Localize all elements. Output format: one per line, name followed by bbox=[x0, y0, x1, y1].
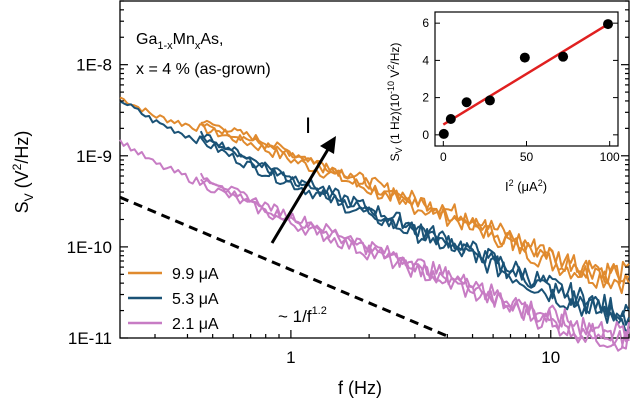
main-ticks-group: 1 10 1E-11 1E-10 1E-9 1E-8 bbox=[67, 0, 630, 367]
inset-x-axis-label: I2 (μA2) bbox=[505, 178, 547, 194]
inset-data-point bbox=[558, 51, 569, 62]
y-tick-label: 1E-9 bbox=[76, 147, 112, 166]
y-tick-label: 1E-8 bbox=[76, 56, 112, 75]
y-tick-label: 1E-11 bbox=[68, 329, 112, 348]
x-axis-label: f (Hz) bbox=[338, 378, 382, 398]
material-label: Ga1-xMnxAs, bbox=[136, 31, 223, 52]
inset-data-point bbox=[603, 19, 614, 30]
current-arrow bbox=[270, 145, 332, 244]
inset-content-group: 0 50 100 0 2 4 6 bbox=[422, 16, 620, 164]
legend: 9.9 μA 5.3 μA 2.1 μA bbox=[128, 266, 219, 333]
slope-label: ~ 1/f1.2 bbox=[278, 305, 327, 326]
legend-label-2-1: 2.1 μA bbox=[172, 316, 219, 333]
inset-data-point bbox=[445, 114, 456, 125]
legend-label-9-9: 9.9 μA bbox=[172, 266, 219, 283]
inset-y-axis-label: SV (1 Hz)(10-10 V2/Hz) bbox=[386, 43, 404, 162]
inset-y-tick-label: 4 bbox=[422, 53, 429, 67]
series-trace-2-1 bbox=[200, 178, 630, 350]
y-tick-label: 1E-10 bbox=[67, 238, 112, 257]
inset-fit-line bbox=[442, 22, 611, 126]
legend-label-5-3: 5.3 μA bbox=[172, 291, 219, 308]
inset-y-tick-label: 6 bbox=[422, 16, 429, 30]
series-trace-1-1 bbox=[200, 135, 630, 322]
inset-y-tick-label: 2 bbox=[422, 91, 429, 105]
inset-data-point bbox=[519, 52, 530, 63]
inset-data-point bbox=[438, 128, 449, 139]
series-trace-1-2 bbox=[199, 130, 630, 326]
inset-x-tick-label: 50 bbox=[520, 150, 534, 164]
current-arrow-head bbox=[320, 136, 336, 154]
inset-data-point bbox=[461, 97, 472, 108]
series-trace-1-0 bbox=[119, 100, 630, 332]
inset-data-point bbox=[484, 95, 495, 106]
x-tick-label: 1 bbox=[286, 348, 295, 367]
inset-x-tick-label: 100 bbox=[600, 150, 620, 164]
x-tick-label: 10 bbox=[541, 348, 560, 367]
inset-x-tick-label: 0 bbox=[440, 150, 447, 164]
y-axis-label: SV (V2/Hz) bbox=[10, 131, 36, 214]
series-trace-0-2 bbox=[200, 119, 630, 285]
series-trace-2-2 bbox=[199, 172, 630, 343]
inset-background bbox=[435, 12, 618, 146]
main-series-group bbox=[119, 96, 630, 352]
current-arrow-label: I bbox=[305, 113, 311, 138]
inset-y-tick-label: 0 bbox=[422, 128, 429, 142]
composition-label: x = 4 % (as-grown) bbox=[136, 61, 271, 78]
